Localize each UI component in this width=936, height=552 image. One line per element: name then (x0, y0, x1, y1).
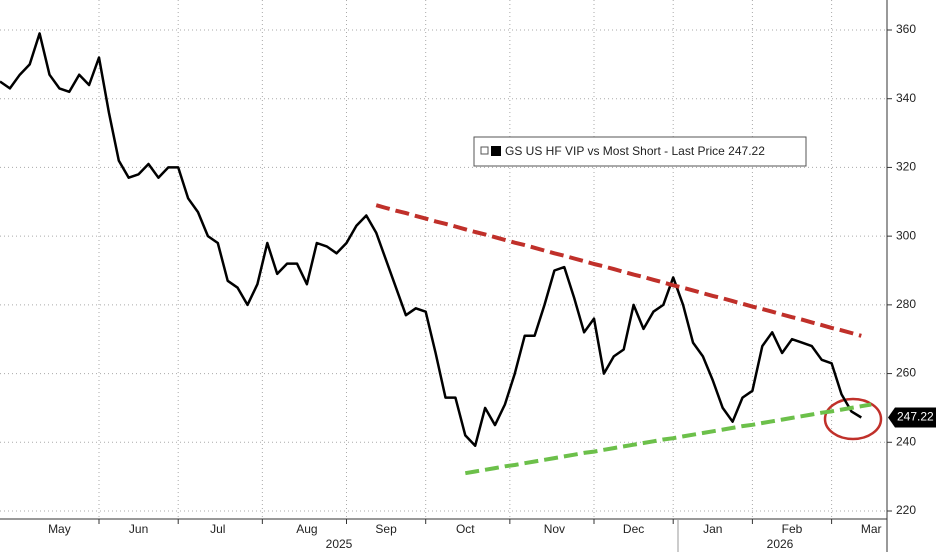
legend: GS US HF VIP vs Most Short - Last Price … (473, 136, 807, 167)
y-tick-label: 280 (896, 297, 916, 311)
last-price-box (888, 407, 936, 428)
y-tick-label: 240 (896, 434, 916, 448)
legend-icon (480, 146, 489, 155)
x-tick-label: Sep (375, 522, 397, 536)
x-tick-label: Jan (703, 522, 722, 536)
x-tick-label: Oct (456, 522, 475, 536)
x-tick-label: Nov (544, 522, 565, 536)
x-tick-label: Jul (210, 522, 225, 536)
highlight-circle (823, 397, 883, 441)
legend-box (473, 136, 807, 167)
year-label: 2025 (326, 537, 353, 551)
x-tick-label: Aug (296, 522, 317, 536)
last-price-label: 247.22 (897, 410, 934, 424)
x-tick-label: Jun (129, 522, 148, 536)
price-line (0, 32, 862, 447)
y-tick-label: 340 (896, 91, 916, 105)
y-tick-label: 300 (896, 228, 916, 242)
y-tick-label: 320 (896, 160, 916, 174)
legend-label: GS US HF VIP vs Most Short - Last Price … (505, 144, 765, 158)
y-tick-label: 360 (896, 22, 916, 36)
year-label: 2026 (767, 537, 794, 551)
trend-line (375, 203, 862, 338)
x-tick-label: Feb (782, 522, 803, 536)
x-tick-label: Dec (623, 522, 644, 536)
trend-line (464, 402, 872, 476)
legend-swatch (491, 146, 501, 156)
x-tick-label: May (48, 522, 71, 536)
y-tick-label: 260 (896, 366, 916, 380)
x-tick-label: Mar (861, 522, 882, 536)
y-tick-label: 220 (896, 503, 916, 517)
